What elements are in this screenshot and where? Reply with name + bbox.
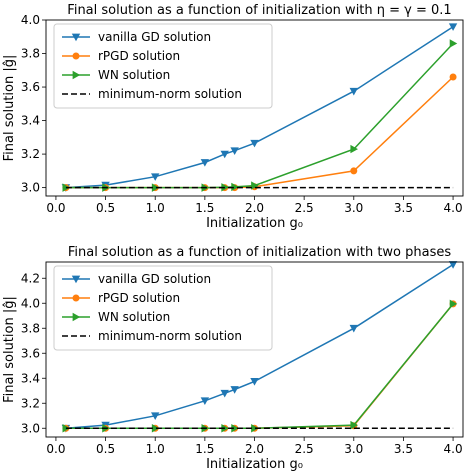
data-point (449, 299, 458, 309)
chart-title: Final solution as a function of initiali… (67, 3, 451, 18)
x-tick-label: 3.5 (394, 442, 413, 456)
data-point (349, 324, 358, 333)
legend-label: vanilla GD solution (98, 30, 211, 44)
y-tick-label: 3.2 (21, 147, 40, 161)
y-tick-label: 3.8 (21, 321, 40, 335)
x-tick-label: 0.5 (96, 442, 115, 456)
data-point (231, 182, 239, 192)
data-point (221, 183, 229, 192)
y-tick-label: 3.4 (21, 371, 40, 385)
data-point (151, 412, 160, 420)
data-point (230, 386, 239, 394)
y-tick-label: 3.6 (21, 80, 40, 94)
x-axis-label: Initialization g₀ (206, 457, 303, 472)
legend-marker (71, 275, 81, 284)
legend: vanilla GD solution rPGD solution WN solut… (53, 265, 273, 351)
legend-box (53, 23, 273, 109)
legend: vanilla GD solution rPGD solution WN solut… (53, 23, 273, 109)
legend-marker (71, 33, 81, 42)
legend-box (53, 265, 273, 351)
data-point (350, 167, 358, 175)
data-point (200, 397, 210, 405)
legend-marker (72, 312, 81, 322)
data-point (250, 378, 259, 386)
data-point (221, 424, 229, 433)
x-tick-label: 2.5 (295, 442, 314, 456)
x-tick-label: 4.0 (444, 442, 463, 456)
y-tick-label: 3.6 (21, 346, 40, 360)
data-point (349, 87, 358, 96)
legend-label: WN solution (98, 68, 170, 82)
data-point (250, 139, 259, 148)
legend-marker (72, 294, 80, 302)
x-tick-label: 2.5 (295, 201, 314, 215)
y-tick-label: 3.2 (21, 396, 40, 410)
y-axis-label: Final solution |ĝ| (2, 55, 17, 162)
x-tick-label: 1.5 (195, 201, 214, 215)
chart-panel-2: Final solution as a function of initiali… (2, 245, 464, 472)
legend-label: vanilla GD solution (98, 272, 211, 286)
x-tick-label: 3.5 (394, 201, 413, 215)
data-point (200, 159, 210, 167)
chart-title: Final solution as a function of initiali… (68, 245, 452, 260)
data-point (151, 183, 160, 192)
x-tick-label: 2.0 (245, 201, 264, 215)
y-tick-label: 3.0 (21, 421, 40, 435)
data-point (350, 420, 358, 430)
y-tick-label: 4.2 (21, 271, 40, 285)
x-tick-label: 3.0 (344, 201, 363, 215)
data-point (151, 424, 160, 433)
x-tick-label: 1.0 (146, 442, 165, 456)
chart-panel-1: Final solution as a function of initiali… (2, 3, 464, 231)
x-tick-label: 0.0 (46, 201, 65, 215)
y-tick-label: 3.8 (21, 47, 40, 61)
y-axis-label: Final solution |ĝ| (2, 296, 17, 403)
x-tick-label: 1.5 (195, 442, 214, 456)
data-point (449, 39, 458, 48)
x-tick-label: 0.0 (46, 442, 65, 456)
y-tick-label: 4.0 (21, 13, 40, 27)
data-point (448, 261, 458, 269)
y-tick-label: 4.0 (21, 296, 40, 310)
legend-marker (72, 70, 81, 80)
legend-label: minimum-norm solution (98, 87, 242, 101)
x-tick-label: 3.0 (344, 442, 363, 456)
data-point (350, 144, 358, 154)
data-point (220, 150, 229, 159)
data-point (151, 173, 160, 181)
data-point (251, 181, 259, 190)
x-tick-label: 4.0 (444, 201, 463, 215)
series-vanilla-gd-solution (61, 261, 458, 433)
x-tick-label: 1.0 (146, 201, 165, 215)
legend-label: rPGD solution (98, 291, 180, 305)
legend-label: WN solution (98, 310, 170, 324)
legend-label: minimum-norm solution (98, 329, 242, 343)
y-tick-label: 3.4 (21, 114, 40, 128)
data-point (220, 389, 229, 398)
data-point (230, 147, 239, 155)
x-axis-label: Initialization g₀ (206, 216, 303, 231)
data-point (448, 23, 458, 31)
legend-label: rPGD solution (98, 49, 180, 63)
legend-marker (72, 52, 80, 60)
x-tick-label: 0.5 (96, 201, 115, 215)
x-tick-label: 2.0 (245, 442, 264, 456)
data-point (449, 73, 457, 81)
data-point (231, 424, 239, 433)
y-tick-label: 3.0 (21, 181, 40, 195)
